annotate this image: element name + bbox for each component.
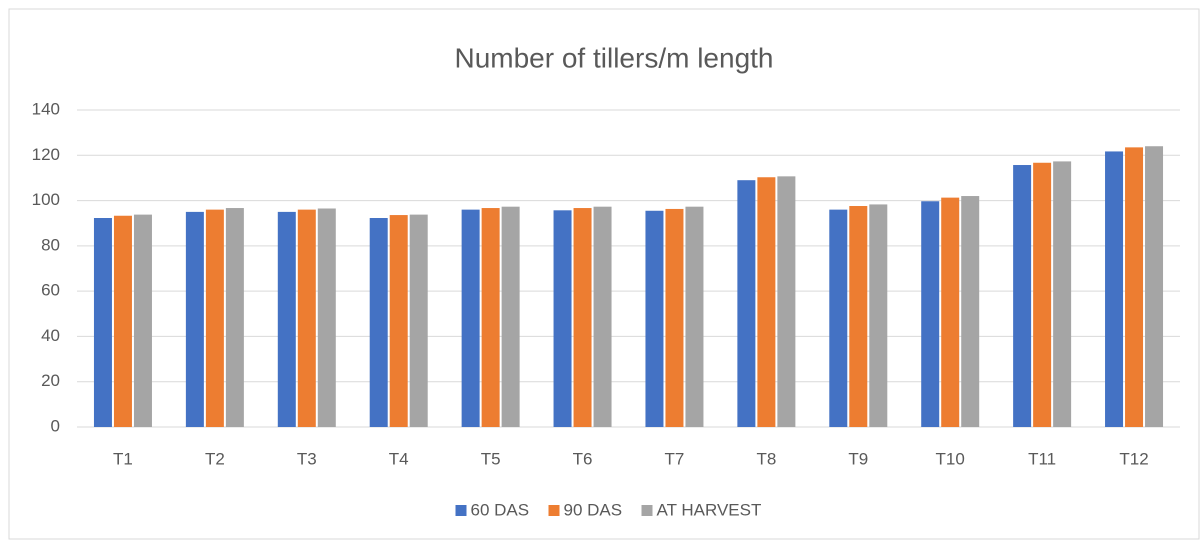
x-tick-label: T10 bbox=[936, 449, 965, 468]
legend-swatch bbox=[455, 505, 467, 516]
x-tick-label: T2 bbox=[205, 449, 225, 468]
bar bbox=[389, 215, 408, 427]
bar bbox=[829, 209, 848, 427]
y-tick-label: 120 bbox=[32, 145, 60, 164]
bar bbox=[369, 218, 388, 427]
bar bbox=[205, 209, 224, 427]
legend-swatch bbox=[548, 505, 560, 516]
bar bbox=[461, 209, 480, 427]
bar bbox=[849, 206, 868, 427]
bar bbox=[593, 206, 612, 427]
bar bbox=[93, 218, 112, 427]
x-tick-label: T5 bbox=[481, 449, 501, 468]
bar bbox=[685, 206, 704, 427]
x-tick-label: T7 bbox=[665, 449, 685, 468]
x-tick-label: T4 bbox=[389, 449, 409, 468]
legend-label: 60 DAS bbox=[471, 500, 530, 519]
bar bbox=[185, 211, 204, 427]
bar bbox=[941, 197, 960, 427]
bar bbox=[1033, 162, 1052, 427]
x-tick-label: T12 bbox=[1119, 449, 1148, 468]
x-tick-label: T3 bbox=[297, 449, 317, 468]
y-tick-label: 100 bbox=[32, 190, 60, 209]
bar bbox=[1145, 146, 1164, 427]
bar bbox=[573, 208, 592, 427]
bar bbox=[869, 204, 888, 427]
bar bbox=[961, 196, 980, 427]
y-tick-label: 20 bbox=[41, 371, 60, 390]
x-tick-label: T6 bbox=[573, 449, 593, 468]
bar bbox=[1053, 161, 1072, 427]
y-tick-label: 80 bbox=[41, 235, 60, 254]
bar bbox=[737, 180, 756, 427]
x-tick-label: T1 bbox=[113, 449, 133, 468]
bar bbox=[777, 176, 796, 427]
y-tick-label: 0 bbox=[51, 416, 60, 435]
bar bbox=[1013, 165, 1032, 427]
x-tick-label: T11 bbox=[1028, 449, 1056, 468]
bar bbox=[225, 208, 244, 427]
bar bbox=[665, 208, 684, 427]
bar bbox=[481, 208, 500, 427]
y-tick-label: 60 bbox=[41, 281, 60, 300]
bar bbox=[921, 201, 940, 427]
bar bbox=[113, 215, 132, 427]
bar bbox=[409, 214, 428, 427]
x-tick-label: T9 bbox=[848, 449, 868, 468]
bar bbox=[1105, 151, 1124, 427]
chart-title: Number of tillers/m length bbox=[454, 42, 773, 73]
bar bbox=[297, 209, 316, 427]
bar bbox=[645, 210, 664, 427]
bar bbox=[501, 206, 520, 427]
x-tick-label: T8 bbox=[756, 449, 776, 468]
bar bbox=[1125, 147, 1144, 427]
legend-swatch bbox=[641, 505, 653, 516]
bar bbox=[553, 210, 572, 427]
bar bbox=[277, 211, 296, 427]
bar bbox=[757, 177, 776, 427]
y-tick-label: 140 bbox=[32, 99, 60, 118]
bar bbox=[317, 208, 336, 427]
bar bbox=[133, 214, 152, 427]
legend-label: AT HARVEST bbox=[657, 500, 762, 519]
y-tick-label: 40 bbox=[41, 326, 60, 345]
legend-label: 90 DAS bbox=[564, 500, 623, 519]
